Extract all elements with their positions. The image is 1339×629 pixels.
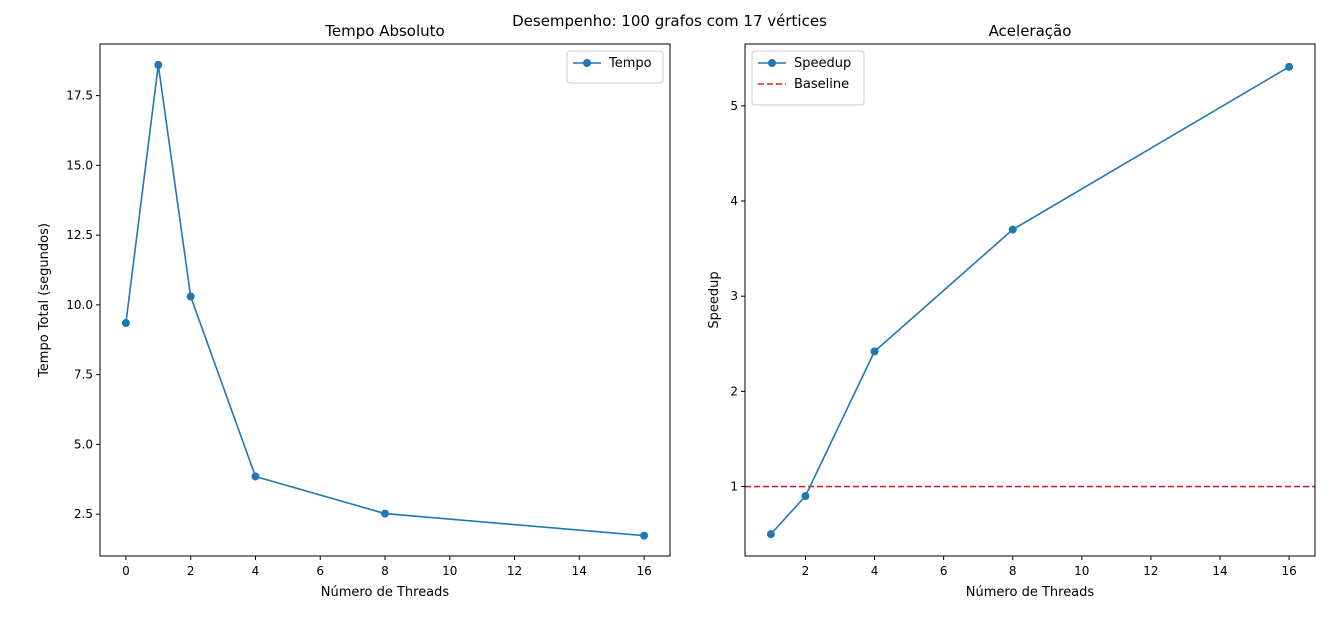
legend-label: Baseline: [794, 77, 849, 92]
x-tick-label: 2: [802, 564, 810, 578]
y-tick-label: 5.0: [74, 437, 93, 451]
x-tick-label: 10: [442, 564, 457, 578]
legend: Speedup Baseline: [751, 50, 865, 106]
data-point: [121, 319, 130, 328]
x-tick-label: 2: [187, 564, 195, 578]
data-point: [381, 509, 389, 518]
data-point: [1285, 62, 1294, 71]
x-tick-label: 0: [122, 564, 130, 578]
chart-title: Tempo Absoluto: [324, 22, 444, 40]
x-tick-label: 16: [1281, 564, 1296, 578]
x-tick-label: 8: [381, 564, 389, 578]
y-tick-label: 4: [730, 194, 738, 208]
legend-swatch-marker: [583, 59, 591, 67]
data-point: [640, 531, 649, 540]
x-tick-label: 4: [252, 564, 260, 578]
y-tick-label: 12.5: [66, 228, 93, 242]
data-point: [251, 472, 260, 481]
y-axis-label: Tempo Total (segundos): [37, 223, 52, 378]
data-point: [870, 347, 879, 356]
x-tick-label: 6: [940, 564, 948, 578]
x-tick-label: 14: [572, 564, 587, 578]
legend: Tempo: [566, 50, 664, 84]
data-point: [1008, 225, 1017, 234]
x-tick-label: 16: [636, 564, 651, 578]
x-tick-label: 14: [1212, 564, 1227, 578]
data-point: [154, 60, 163, 69]
y-axis-label: Speedup: [707, 271, 722, 328]
y-tick-label: 1: [730, 480, 738, 494]
x-tick-label: 6: [316, 564, 324, 578]
data-point: [801, 492, 810, 501]
chart-title: Aceleração: [989, 22, 1072, 40]
axes-frame: [744, 43, 1316, 557]
legend-box: [751, 50, 865, 106]
x-tick-label: 8: [1009, 564, 1017, 578]
y-tick-label: 15.0: [66, 158, 93, 172]
chart-tempo-absoluto: Tempo Absoluto 0 2 4 6 8 10 12 14 16 2.5 5.0 7.5 10.0…: [37, 22, 671, 600]
x-tick-label: 4: [871, 564, 879, 578]
series-line-speedup: [770, 66, 1290, 535]
y-tick-label: 10.0: [66, 298, 93, 312]
figure-suptitle: Desempenho: 100 grafos com 17 vértices: [512, 12, 827, 30]
legend-label: Speedup: [794, 56, 851, 71]
x-axis-label: Número de Threads: [966, 585, 1095, 600]
x-axis-label: Número de Threads: [321, 585, 450, 600]
y-tick-label: 5: [730, 99, 738, 113]
data-point: [186, 292, 195, 301]
legend-swatch-marker: [768, 59, 776, 67]
x-tick-label: 12: [1143, 564, 1158, 578]
data-point: [766, 530, 775, 539]
y-tick-label: 7.5: [74, 368, 93, 382]
y-tick-label: 3: [730, 289, 738, 303]
legend-box: [566, 50, 664, 84]
series-line-tempo: [125, 64, 645, 537]
x-tick-label: 12: [507, 564, 522, 578]
x-tick-label: 10: [1074, 564, 1089, 578]
y-tick-label: 2: [730, 384, 738, 398]
y-tick-label: 17.5: [66, 89, 93, 103]
axes-frame: [99, 43, 671, 557]
y-tick-label: 2.5: [74, 507, 93, 521]
legend-label: Tempo: [608, 56, 652, 71]
